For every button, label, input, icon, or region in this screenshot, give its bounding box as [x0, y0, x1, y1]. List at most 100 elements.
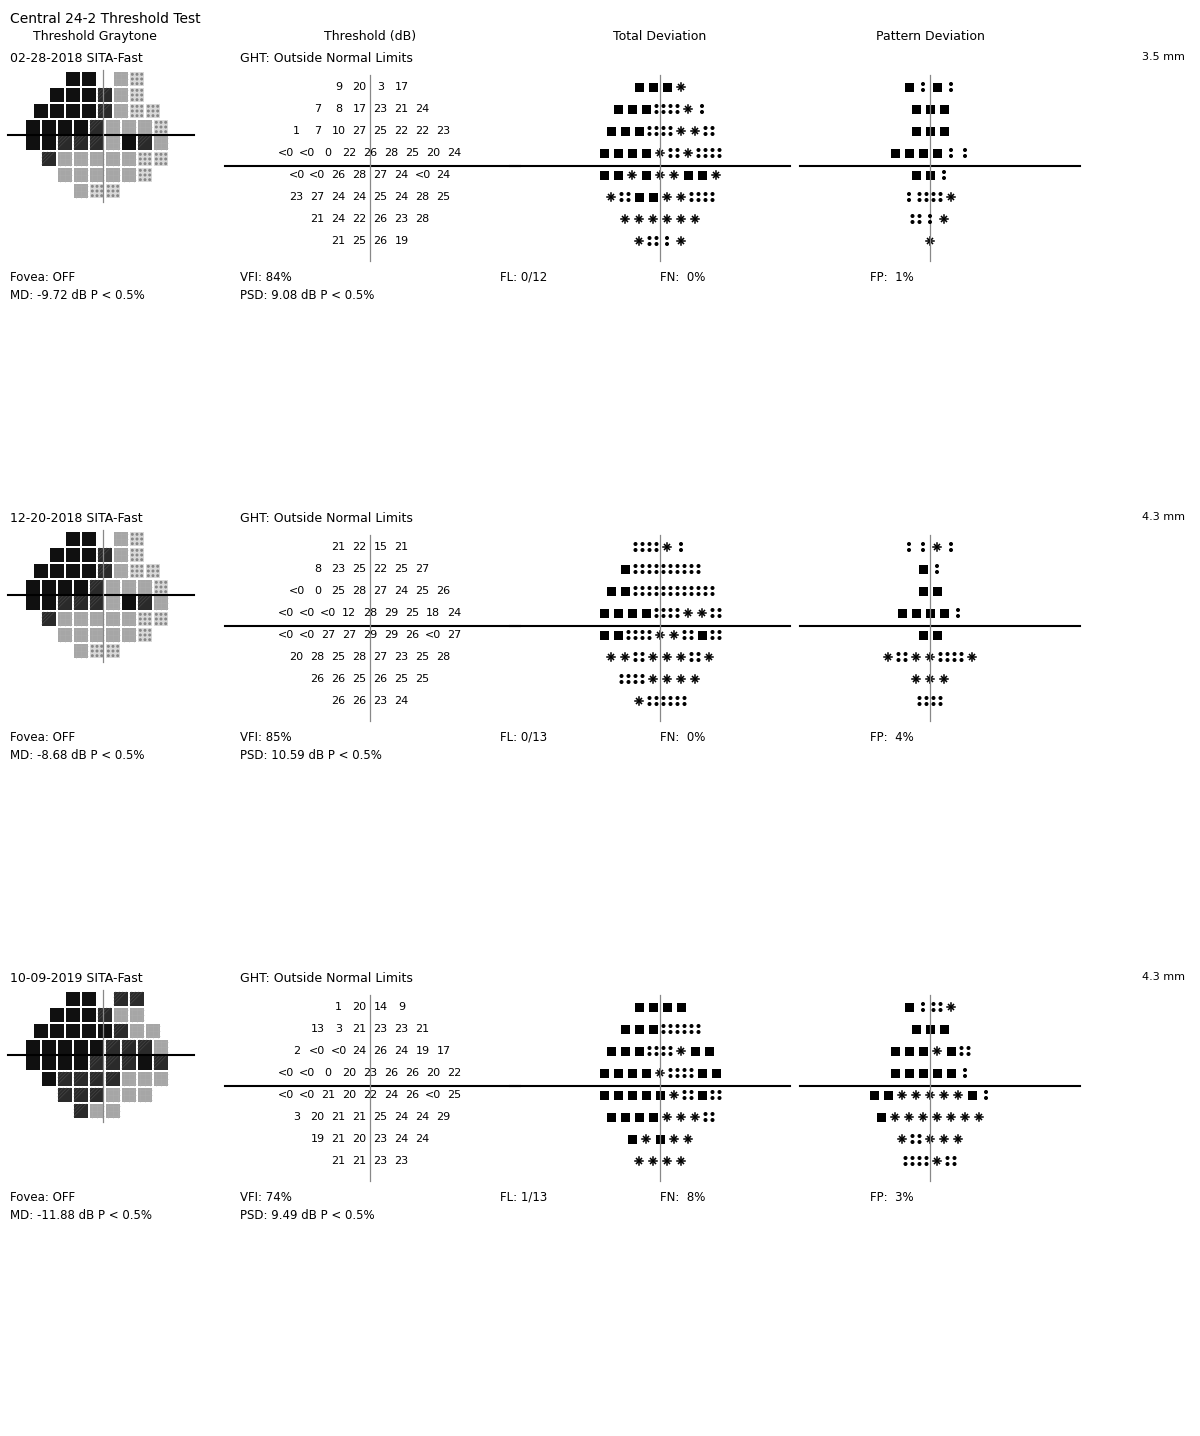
Bar: [655, 1090, 665, 1100]
Text: 02-28-2018 SITA-Fast: 02-28-2018 SITA-Fast: [10, 52, 143, 65]
Bar: [138, 152, 152, 167]
Bar: [912, 609, 920, 617]
Circle shape: [922, 89, 924, 92]
Circle shape: [905, 1163, 907, 1165]
Circle shape: [648, 636, 650, 639]
Circle shape: [670, 615, 672, 617]
Text: FP:  1%: FP: 1%: [870, 271, 913, 284]
Circle shape: [683, 570, 686, 573]
Bar: [122, 1073, 136, 1086]
Circle shape: [718, 155, 721, 158]
Circle shape: [96, 655, 98, 656]
Circle shape: [137, 554, 138, 556]
Text: 8: 8: [335, 103, 342, 113]
Text: 27: 27: [353, 126, 367, 136]
Bar: [628, 609, 636, 617]
Text: 23: 23: [395, 1156, 408, 1166]
Circle shape: [670, 1031, 672, 1034]
Circle shape: [670, 1053, 672, 1055]
Circle shape: [161, 613, 162, 615]
Text: VFI: 74%: VFI: 74%: [240, 1190, 292, 1203]
Text: Fovea: OFF: Fovea: OFF: [10, 271, 76, 284]
Bar: [90, 121, 104, 134]
Text: 3: 3: [377, 82, 384, 92]
Circle shape: [164, 590, 167, 593]
Text: 24: 24: [395, 1045, 409, 1055]
Bar: [154, 580, 168, 595]
Circle shape: [947, 653, 949, 655]
Circle shape: [662, 1025, 665, 1027]
Bar: [642, 609, 650, 617]
Bar: [905, 148, 913, 158]
Bar: [606, 1047, 616, 1055]
Circle shape: [144, 158, 146, 159]
Bar: [82, 1024, 96, 1038]
Text: PSD: 10.59 dB P < 0.5%: PSD: 10.59 dB P < 0.5%: [240, 750, 382, 763]
Circle shape: [156, 162, 157, 165]
Circle shape: [152, 574, 154, 576]
Text: <0: <0: [278, 607, 294, 617]
Bar: [90, 1055, 104, 1070]
Text: 25: 25: [373, 126, 388, 136]
Text: 26: 26: [373, 236, 388, 246]
Bar: [90, 628, 104, 642]
Text: 24: 24: [331, 192, 346, 202]
Circle shape: [156, 613, 157, 615]
Text: 23: 23: [395, 1024, 408, 1034]
Bar: [106, 1104, 120, 1119]
Circle shape: [701, 111, 703, 113]
Circle shape: [641, 681, 643, 684]
Circle shape: [662, 111, 665, 113]
Circle shape: [690, 1031, 692, 1034]
Circle shape: [683, 636, 686, 639]
Circle shape: [953, 1163, 955, 1165]
Circle shape: [139, 158, 142, 159]
Bar: [912, 171, 920, 180]
Text: 19: 19: [415, 1045, 430, 1055]
Circle shape: [116, 646, 119, 648]
Text: Total Deviation: Total Deviation: [613, 30, 707, 43]
Bar: [114, 1024, 128, 1038]
Circle shape: [949, 549, 953, 551]
Circle shape: [132, 78, 133, 80]
Circle shape: [648, 587, 650, 589]
Bar: [620, 126, 630, 135]
Text: GHT: Outside Normal Limits: GHT: Outside Normal Limits: [240, 513, 413, 526]
Circle shape: [677, 1031, 679, 1034]
Circle shape: [655, 702, 658, 705]
Bar: [82, 531, 96, 546]
Bar: [613, 105, 623, 113]
Bar: [114, 72, 128, 86]
Circle shape: [922, 549, 924, 551]
Circle shape: [697, 653, 700, 655]
Circle shape: [113, 190, 114, 192]
Circle shape: [690, 192, 692, 195]
Bar: [58, 1040, 72, 1054]
Circle shape: [156, 122, 157, 123]
Text: 24: 24: [415, 103, 430, 113]
Circle shape: [152, 570, 154, 572]
Circle shape: [648, 570, 650, 573]
Bar: [106, 612, 120, 626]
Circle shape: [662, 105, 665, 108]
Bar: [635, 192, 643, 201]
Bar: [122, 168, 136, 182]
Circle shape: [662, 615, 665, 617]
Text: 22: 22: [373, 564, 388, 574]
Circle shape: [164, 154, 167, 155]
Text: FP:  4%: FP: 4%: [870, 731, 913, 744]
Bar: [74, 580, 88, 595]
Text: 26: 26: [404, 630, 419, 640]
Circle shape: [149, 619, 150, 620]
Bar: [66, 549, 80, 561]
Bar: [925, 105, 935, 113]
Circle shape: [683, 1025, 686, 1027]
Text: 25: 25: [415, 652, 430, 662]
Bar: [613, 1090, 623, 1100]
Text: 3.5 mm: 3.5 mm: [1142, 52, 1186, 62]
Circle shape: [940, 696, 942, 699]
Text: 9: 9: [335, 82, 342, 92]
Text: 25: 25: [404, 607, 419, 617]
Circle shape: [925, 192, 928, 195]
Circle shape: [635, 659, 637, 662]
